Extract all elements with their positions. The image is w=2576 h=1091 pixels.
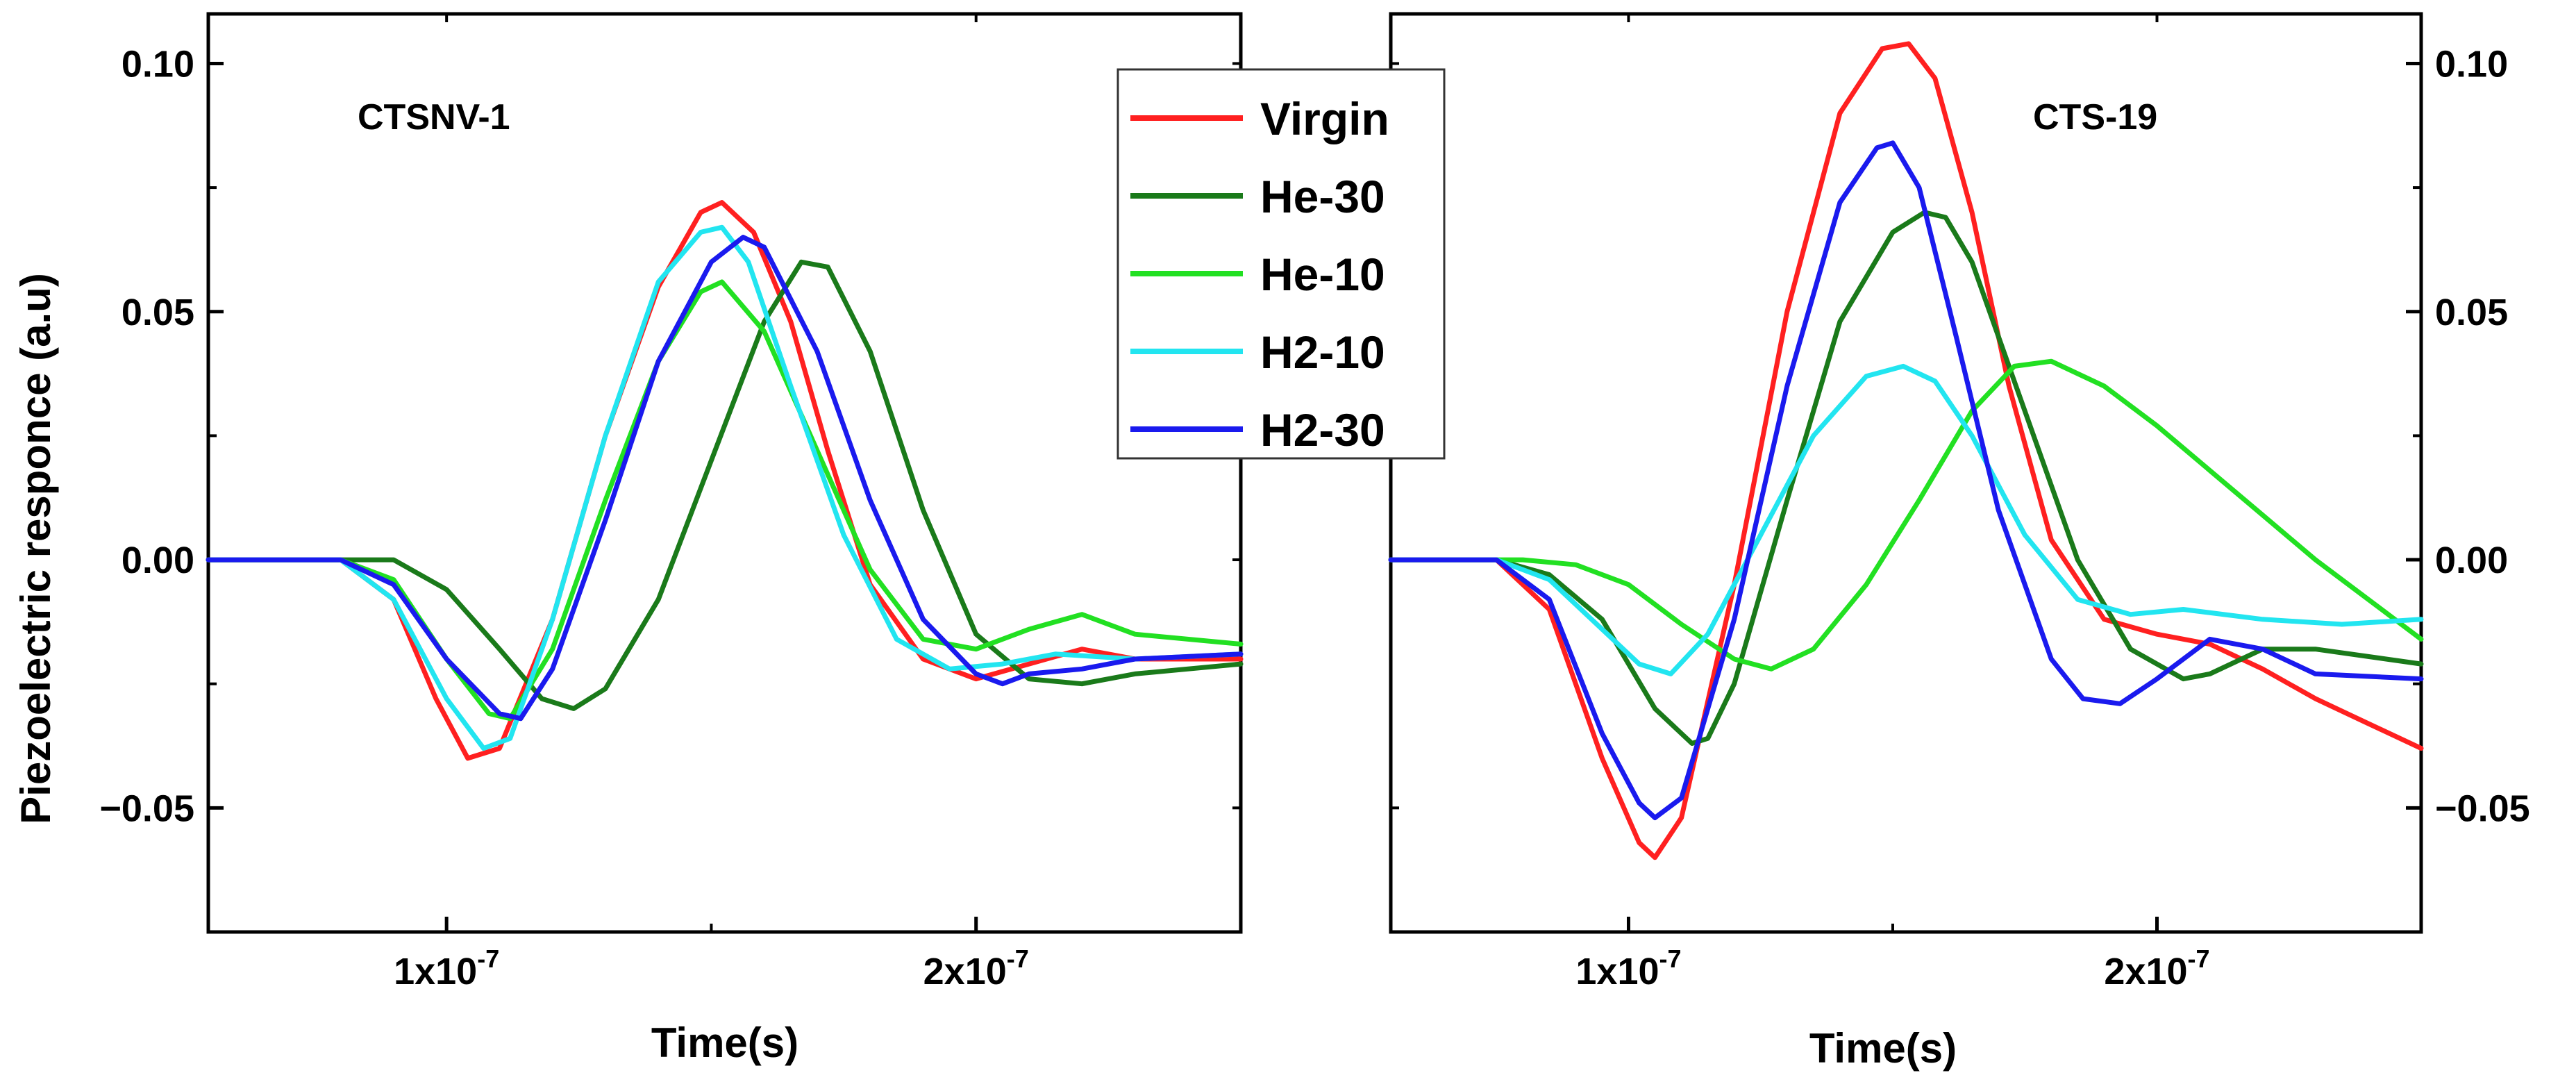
legend-label-he-10: He-10 bbox=[1260, 249, 1385, 300]
y-axis-label: Piezoelectric responce (a.u) bbox=[12, 273, 59, 824]
x-axis-label-right: Time(s) bbox=[1809, 1025, 1957, 1072]
legend: Virgin He-30 He-10 H2-10 H2-30 bbox=[1116, 68, 1446, 460]
legend-label-h2-10: H2-10 bbox=[1260, 326, 1385, 378]
panel-title-left: CTSNV-1 bbox=[358, 97, 510, 138]
legend-frame bbox=[1116, 68, 1446, 460]
panel-title-right: CTS-19 bbox=[2033, 97, 2157, 138]
y-tick-label: −0.05 bbox=[99, 788, 194, 829]
plot-frame bbox=[206, 12, 1243, 934]
x-tick-label: 1x10-7 bbox=[1575, 944, 1681, 992]
panel-2: −0.05 0.00 0.05 0.10 1x10-7 2x10-7 bbox=[1388, 12, 2530, 992]
series-line-he-10 bbox=[206, 279, 1244, 722]
series-line-h2-30 bbox=[206, 235, 1244, 722]
series-line-h2-10 bbox=[206, 224, 1244, 751]
y-tick-label: 0.00 bbox=[2435, 540, 2508, 581]
panel-1: −0.05 0.00 0.05 0.10 1x10-7 2x10-7 bbox=[99, 12, 1244, 992]
plot-frame bbox=[1389, 12, 2423, 934]
legend-label-h2-30: H2-30 bbox=[1260, 404, 1385, 456]
series-line-h2-30 bbox=[1388, 140, 2424, 821]
x-tick-label: 2x10-7 bbox=[2104, 944, 2209, 992]
series-line-he-30 bbox=[1388, 210, 2424, 746]
x-axis-label-left: Time(s) bbox=[651, 1019, 798, 1066]
legend-label-virgin: Virgin bbox=[1260, 93, 1389, 144]
y-tick-label: −0.05 bbox=[2435, 788, 2530, 829]
x-tick-label: 2x10-7 bbox=[923, 944, 1029, 992]
series-line-he-10 bbox=[1388, 358, 2424, 672]
y-tick-label: 0.00 bbox=[122, 540, 194, 581]
y-tick-label: 0.05 bbox=[122, 292, 194, 333]
legend-label-he-30: He-30 bbox=[1260, 171, 1385, 222]
series-line-virgin bbox=[1388, 41, 2424, 860]
x-tick-label: 1x10-7 bbox=[394, 944, 499, 992]
series-line-h2-10 bbox=[1388, 363, 2424, 676]
y-tick-label: 0.10 bbox=[2435, 43, 2508, 85]
series-line-virgin bbox=[206, 200, 1244, 761]
y-tick-label: 0.05 bbox=[2435, 292, 2508, 333]
y-tick-label: 0.10 bbox=[122, 43, 194, 85]
series-line-he-30 bbox=[206, 259, 1244, 711]
